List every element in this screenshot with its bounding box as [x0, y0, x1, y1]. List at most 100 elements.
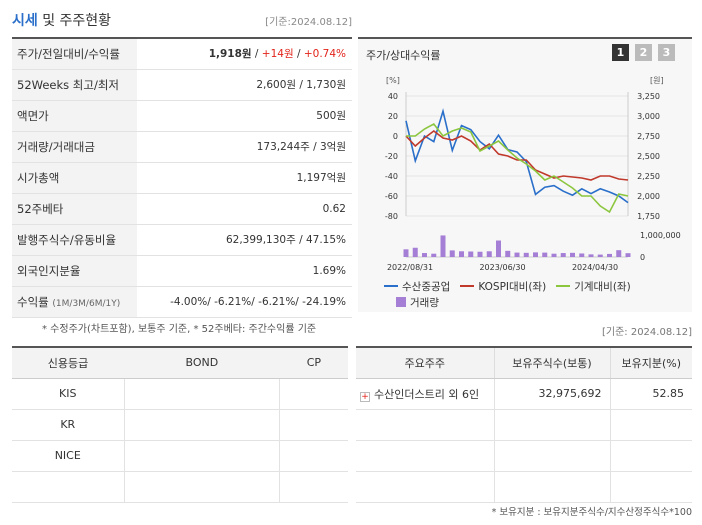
volume-bar — [551, 253, 557, 257]
table-row: 외국인지분율 1.69% — [12, 255, 352, 286]
left-tick-label: -60 — [385, 192, 398, 201]
chart-page-1-button[interactable]: 1 — [612, 44, 629, 61]
stat-label: 외국인지분율 — [12, 255, 137, 286]
right-axis-unit: [원] — [650, 76, 664, 85]
volume-bar — [616, 250, 622, 257]
stat-value: 1,197억원 — [296, 172, 346, 184]
right-tick-label: 2,500 — [637, 152, 660, 161]
shares-held: 32,975,692 — [494, 378, 611, 410]
stats-footnote: * 수정주가(차트포함), 보통주 기준, * 52주베타: 주간수익률 기준 — [42, 324, 317, 335]
right-tick-label: 1,750 — [637, 212, 660, 221]
table-row: + 수산인더스트리 외 6인 32,975,692 52.85 — [356, 378, 692, 410]
stat-value: 1.69% — [312, 264, 346, 277]
stat-label: 액면가 — [12, 100, 137, 131]
col-header: 주요주주 — [356, 346, 495, 379]
series-line — [406, 122, 629, 214]
table-row — [356, 409, 692, 441]
col-header: 보유주식수(보통) — [494, 346, 611, 379]
left-tick-label: -80 — [385, 212, 398, 221]
stock-chart: [%] [원] 40 20 0 -20 -40 -60 -80 3,250 3,000 2,750 2,… — [385, 76, 681, 272]
volume-bar — [607, 253, 612, 257]
legend-machine: 기계대비(좌) — [556, 281, 631, 293]
credit-rating-table: 신용등급 BOND CP KIS KR NICE — [12, 346, 348, 503]
stat-label: 수익률 (1M/3M/6M/1Y) — [12, 286, 137, 317]
volume-bar — [496, 240, 501, 257]
volume-tick-label: 1,000,000 — [640, 231, 681, 240]
series-line — [405, 129, 629, 181]
x-tick-label: 2022/08/31 — [387, 263, 433, 272]
volume-tick-label: 0 — [640, 253, 645, 262]
stat-label: 발행주식수/유동비율 — [12, 224, 137, 255]
reference-date: [기준:2024.08.12] — [265, 17, 352, 28]
stat-label: 주가/전일대비/수익률 — [12, 38, 137, 69]
table-row: 주가/전일대비/수익률 1,918원 / +14원 / +0.74% — [12, 38, 352, 69]
col-header: CP — [279, 346, 348, 379]
volume-bar — [505, 250, 511, 257]
major-shareholders-table: 주요주주 보유주식수(보통) 보유지분(%) + 수산인더스트리 외 6인 32,… — [356, 346, 692, 503]
chart-legend: 수산중공업 KOSPI대비(좌) 기계대비(좌) — [384, 279, 631, 294]
table-row: 시가총액 1,197억원 — [12, 162, 352, 193]
right-tick-label: 3,000 — [637, 112, 660, 121]
stat-value: 2,600원 / 1,730원 — [256, 79, 346, 91]
volume-bar — [459, 251, 464, 257]
table-row: KIS — [12, 378, 348, 410]
legend-volume: 거래량 — [396, 295, 439, 310]
left-tick-label: -20 — [385, 152, 398, 161]
table-row: NICE — [12, 440, 348, 472]
volume-bar — [477, 251, 483, 257]
table-row: KR — [12, 409, 348, 441]
table-row: 52Weeks 최고/최저 2,600원 / 1,730원 — [12, 69, 352, 100]
chart-page-3-button[interactable]: 3 — [658, 44, 675, 61]
volume-bar — [625, 253, 631, 257]
col-header: 보유지분(%) — [610, 346, 692, 379]
right-tick-label: 2,250 — [637, 172, 660, 181]
volume-bar — [542, 252, 548, 257]
volume-bar — [533, 252, 538, 257]
holders-footnote: * 보유지분 : 보유지분주식수/지수산정주식수*100 — [491, 507, 692, 518]
reference-date-2: [기준: 2024.08.12] — [601, 327, 692, 338]
volume-bar — [422, 253, 427, 257]
left-tick-label: -40 — [385, 172, 398, 181]
stock-stats-table: 주가/전일대비/수익률 1,918원 / +14원 / +0.74% 52Wee… — [12, 37, 352, 318]
volume-bar — [440, 235, 446, 257]
share-percent: 52.85 — [610, 378, 692, 410]
volume-bar — [523, 252, 529, 257]
section-title: 시세 및 주주현황 — [12, 13, 112, 29]
volume-bar — [588, 254, 594, 257]
volume-bar — [486, 251, 492, 257]
stat-value: 1,918원 / +14원 / +0.74% — [208, 48, 346, 61]
chart-panel: 주가/상대수익률 1 2 3 [%] [원] 40 20 0 -20 -40 -60 -80 3,… — [358, 37, 692, 312]
right-tick-label: 2,750 — [637, 132, 660, 141]
x-tick-label: 2024/04/30 — [572, 263, 618, 272]
stat-value: -4.00%/ -6.21%/ -6.21%/ -24.19% — [170, 295, 346, 308]
left-tick-label: 0 — [393, 132, 398, 141]
table-row — [12, 471, 348, 503]
expand-icon[interactable]: + — [360, 391, 370, 402]
table-row: 거래량/거래대금 173,244주 / 3억원 — [12, 131, 352, 162]
stat-value: 500원 — [316, 110, 346, 122]
table-row — [356, 440, 692, 472]
stat-label: 52Weeks 최고/최저 — [12, 69, 137, 100]
volume-bar — [412, 247, 418, 257]
left-axis-unit: [%] — [386, 76, 400, 85]
volume-bar — [403, 249, 409, 257]
left-tick-label: 40 — [388, 92, 398, 101]
table-row: 액면가 500원 — [12, 100, 352, 131]
table-row — [356, 471, 692, 503]
volume-bar — [579, 253, 585, 257]
stat-value: 173,244주 / 3억원 — [256, 141, 346, 153]
legend-kospi: KOSPI대비(좌) — [460, 281, 546, 293]
left-tick-label: 20 — [388, 112, 398, 121]
chart-page-2-button[interactable]: 2 — [635, 44, 652, 61]
right-tick-label: 2,000 — [637, 192, 660, 201]
stat-value: 62,399,130주 / 47.15% — [225, 234, 346, 246]
table-row: 발행주식수/유동비율 62,399,130주 / 47.15% — [12, 224, 352, 255]
col-header: BOND — [124, 346, 280, 379]
volume-bar — [449, 250, 455, 257]
volume-bar — [597, 254, 603, 257]
stat-value: 0.62 — [322, 202, 346, 215]
legend-stock: 수산중공업 — [384, 281, 450, 293]
section-header: 시세 및 주주현황 [기준:2024.08.12] — [12, 8, 352, 34]
series-line — [405, 108, 629, 204]
col-header: 신용등급 — [12, 346, 124, 379]
